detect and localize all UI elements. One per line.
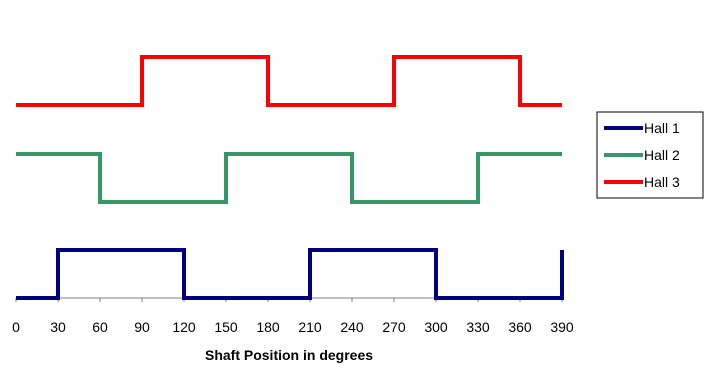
legend-item: Hall 3 bbox=[604, 174, 680, 190]
x-tick-label: 150 bbox=[214, 319, 238, 335]
legend-label: Hall 1 bbox=[644, 120, 680, 136]
x-tick-label: 0 bbox=[12, 319, 20, 335]
legend: Hall 1 Hall 2 Hall 3 bbox=[596, 111, 704, 199]
x-axis-title: Shaft Position in degrees bbox=[205, 347, 373, 363]
x-tick-label: 120 bbox=[172, 319, 196, 335]
x-tick-label: 180 bbox=[256, 319, 280, 335]
legend-item: Hall 1 bbox=[604, 120, 680, 136]
series-line-hall-2 bbox=[16, 152, 562, 204]
x-tick-label: 210 bbox=[298, 319, 322, 335]
plot-area bbox=[15, 55, 564, 302]
x-tick-label: 300 bbox=[424, 319, 448, 335]
x-tick-label: 390 bbox=[550, 319, 574, 335]
legend-label: Hall 2 bbox=[644, 147, 680, 163]
series-line-hall-3 bbox=[16, 55, 562, 107]
legend-label: Hall 3 bbox=[644, 174, 680, 190]
series-lines bbox=[16, 55, 564, 300]
legend-item: Hall 2 bbox=[604, 147, 680, 163]
x-tick-label: 270 bbox=[382, 319, 406, 335]
x-tick-label: 360 bbox=[508, 319, 532, 335]
x-tick-label: 240 bbox=[340, 319, 364, 335]
x-tick-label: 30 bbox=[50, 319, 66, 335]
x-tick-label: 330 bbox=[466, 319, 490, 335]
x-tick-label: 60 bbox=[92, 319, 108, 335]
x-tick-labels: 0 30 60 90 120 150 180 210 240 270 300 330 360 390 bbox=[12, 319, 574, 335]
series-line-hall-1 bbox=[16, 248, 564, 300]
x-tick-label: 90 bbox=[134, 319, 150, 335]
